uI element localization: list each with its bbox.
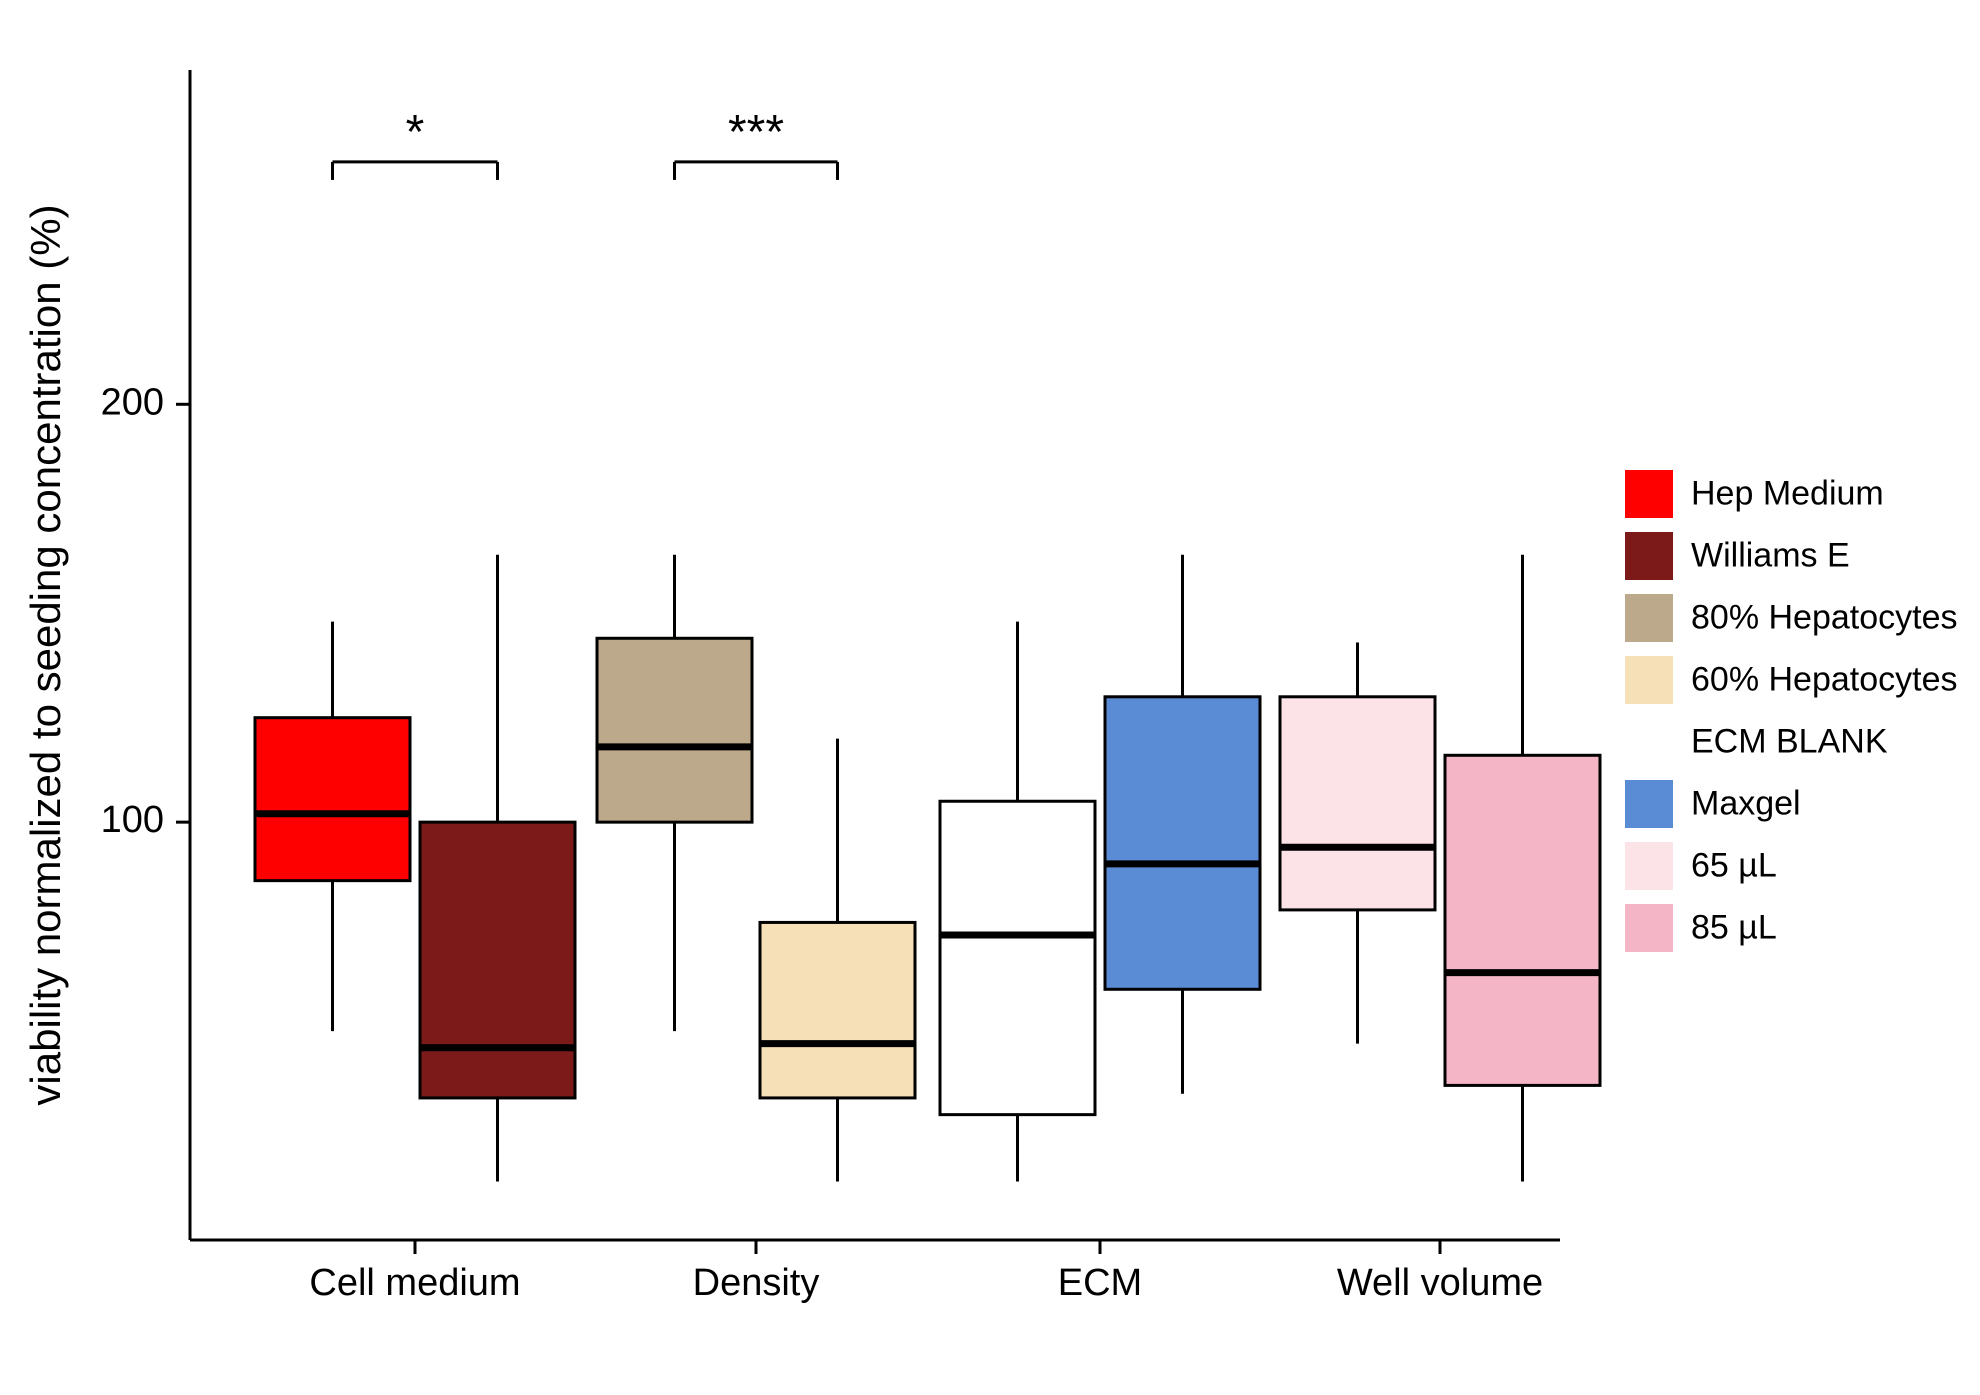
legend-label: Hep Medium <box>1691 475 1884 513</box>
legend-item: ECM BLANK <box>1691 723 1888 761</box>
x-group-label: Density <box>693 1262 820 1304</box>
legend-swatch <box>1625 470 1673 518</box>
legend-label: Williams E <box>1691 537 1850 575</box>
significance-label: *** <box>728 106 784 159</box>
y-axis-label: viability normalized to seeding concentr… <box>22 204 69 1105</box>
boxplot-chart: 100 200 viability normalized to seeding co… <box>0 0 1980 1395</box>
legend-item: Hep Medium <box>1625 470 1884 518</box>
legend-label: ECM BLANK <box>1691 723 1888 761</box>
legend-swatch <box>1625 594 1673 642</box>
legend-swatch <box>1625 532 1673 580</box>
legend-label: 85 µL <box>1691 909 1777 947</box>
chart-svg: 100 200 viability normalized to seeding co… <box>0 0 1980 1395</box>
x-group-label: Cell medium <box>309 1262 520 1304</box>
legend-swatch <box>1625 656 1673 704</box>
legend-item: 85 µL <box>1625 904 1777 952</box>
significance-label: * <box>406 106 425 159</box>
legend-item: Maxgel <box>1625 780 1801 828</box>
y-tick-label: 100 <box>101 799 164 841</box>
x-group-label: ECM <box>1058 1262 1142 1304</box>
legend-label: 65 µL <box>1691 847 1777 885</box>
legend-label: 80% Hepatocytes <box>1691 599 1958 637</box>
legend-item: Williams E <box>1625 532 1850 580</box>
chart-bg <box>0 0 1980 1395</box>
legend-swatch <box>1625 780 1673 828</box>
y-tick-label: 200 <box>101 381 164 423</box>
legend-label: Maxgel <box>1691 785 1801 823</box>
legend-label: 60% Hepatocytes <box>1691 661 1958 699</box>
legend-swatch <box>1625 842 1673 890</box>
legend-item: 65 µL <box>1625 842 1777 890</box>
x-group-label: Well volume <box>1337 1262 1543 1304</box>
legend-swatch <box>1625 904 1673 952</box>
